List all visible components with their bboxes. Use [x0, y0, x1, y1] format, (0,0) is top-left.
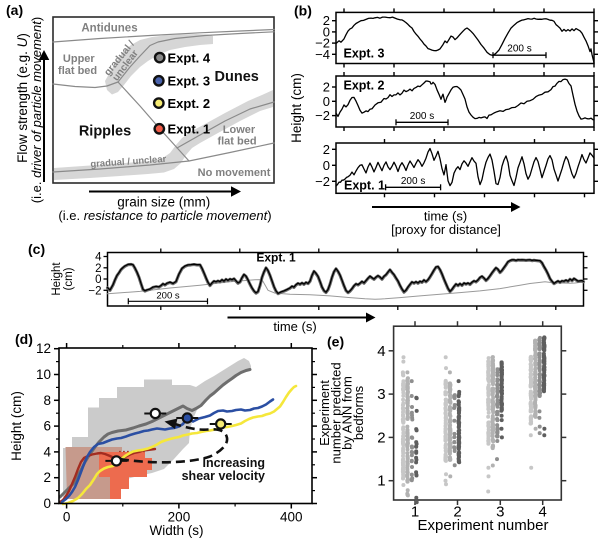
svg-text:(e): (e)	[327, 334, 344, 350]
svg-text:1: 1	[411, 504, 419, 521]
svg-text:by ANN from: by ANN from	[340, 376, 355, 450]
svg-text:Experiment number: Experiment number	[418, 517, 549, 534]
svg-text:Expt. 1: Expt. 1	[168, 122, 211, 137]
svg-text:2: 2	[323, 13, 330, 28]
svg-text:Increasing: Increasing	[202, 456, 265, 470]
svg-text:6: 6	[43, 419, 51, 434]
svg-text:Expt. 2: Expt. 2	[168, 96, 211, 111]
svg-text:(b): (b)	[294, 3, 312, 19]
svg-text:0: 0	[63, 510, 71, 525]
svg-text:No movement: No movement	[198, 167, 271, 179]
svg-text:[proxy for distance]: [proxy for distance]	[391, 222, 501, 237]
svg-text:−4: −4	[315, 47, 330, 62]
svg-text:Expt. 4: Expt. 4	[168, 50, 211, 65]
svg-text:4: 4	[43, 444, 51, 459]
svg-text:(i.e. driver of particle movem: (i.e. driver of particle movement)	[29, 17, 44, 203]
svg-text:time (s): time (s)	[424, 209, 467, 224]
svg-text:(a): (a)	[6, 2, 23, 18]
svg-text:Flow strength (e.g. U): Flow strength (e.g. U)	[15, 33, 30, 163]
svg-text:12: 12	[36, 341, 51, 356]
svg-text:(i.e. resistance to particle m: (i.e. resistance to particle movement)	[58, 208, 271, 223]
svg-text:10: 10	[36, 367, 51, 382]
svg-text:2: 2	[95, 263, 101, 275]
svg-text:4: 4	[95, 252, 102, 264]
svg-text:0: 0	[323, 158, 330, 173]
svg-text:bedforms: bedforms	[351, 385, 366, 440]
svg-text:Expt. 1: Expt. 1	[344, 179, 385, 193]
svg-text:200 s: 200 s	[401, 176, 425, 187]
svg-text:flat bed: flat bed	[217, 136, 256, 148]
svg-text:−2: −2	[315, 36, 330, 51]
svg-text:Ripples: Ripples	[79, 124, 131, 140]
svg-text:4: 4	[377, 343, 385, 360]
svg-text:2: 2	[323, 80, 330, 95]
svg-text:−2: −2	[88, 285, 101, 297]
svg-text:−2: −2	[315, 174, 330, 189]
svg-text:2: 2	[43, 470, 51, 485]
svg-text:Expt. 3: Expt. 3	[168, 74, 211, 89]
svg-text:Expt. 1: Expt. 1	[256, 251, 296, 265]
svg-text:Upper: Upper	[63, 53, 96, 65]
svg-text:0: 0	[323, 94, 330, 109]
svg-text:time (s): time (s)	[273, 319, 316, 334]
svg-text:3: 3	[496, 504, 504, 521]
svg-text:Dunes: Dunes	[215, 69, 259, 85]
svg-text:(c): (c)	[28, 241, 45, 257]
svg-text:2: 2	[453, 504, 461, 521]
svg-text:0: 0	[95, 274, 101, 286]
svg-text:Antidunes: Antidunes	[81, 23, 137, 35]
svg-text:1: 1	[377, 473, 385, 490]
svg-text:2: 2	[377, 429, 385, 446]
svg-text:Width (s): Width (s)	[150, 523, 204, 538]
svg-text:shear velocity: shear velocity	[182, 469, 265, 483]
svg-text:2: 2	[323, 142, 330, 157]
svg-text:0: 0	[323, 24, 330, 39]
svg-text:200 s: 200 s	[156, 291, 179, 302]
svg-text:8: 8	[43, 393, 51, 408]
svg-text:(d): (d)	[15, 331, 33, 347]
svg-text:Expt. 2: Expt. 2	[344, 79, 385, 93]
svg-text:number predicted: number predicted	[328, 362, 343, 463]
svg-text:grain size (mm): grain size (mm)	[117, 195, 210, 210]
svg-text:Height (cm): Height (cm)	[289, 73, 304, 143]
svg-text:Height: Height	[51, 262, 63, 296]
svg-text:0: 0	[43, 496, 51, 511]
svg-text:200 s: 200 s	[507, 44, 531, 55]
svg-text:(cm): (cm)	[63, 267, 75, 290]
svg-text:Lower: Lower	[223, 124, 256, 136]
svg-text:gradual / unclear: gradual / unclear	[90, 154, 167, 170]
svg-text:3: 3	[377, 386, 385, 403]
svg-text:Experiment: Experiment	[317, 380, 332, 446]
svg-text:4: 4	[539, 504, 547, 521]
svg-text:Height (cm): Height (cm)	[9, 391, 24, 461]
svg-text:Expt. 3: Expt. 3	[344, 47, 385, 61]
svg-text:−2: −2	[315, 108, 330, 123]
svg-text:400: 400	[280, 510, 303, 525]
svg-text:200: 200	[168, 510, 191, 525]
svg-text:flat bed: flat bed	[58, 65, 97, 77]
svg-text:200 s: 200 s	[410, 111, 434, 122]
